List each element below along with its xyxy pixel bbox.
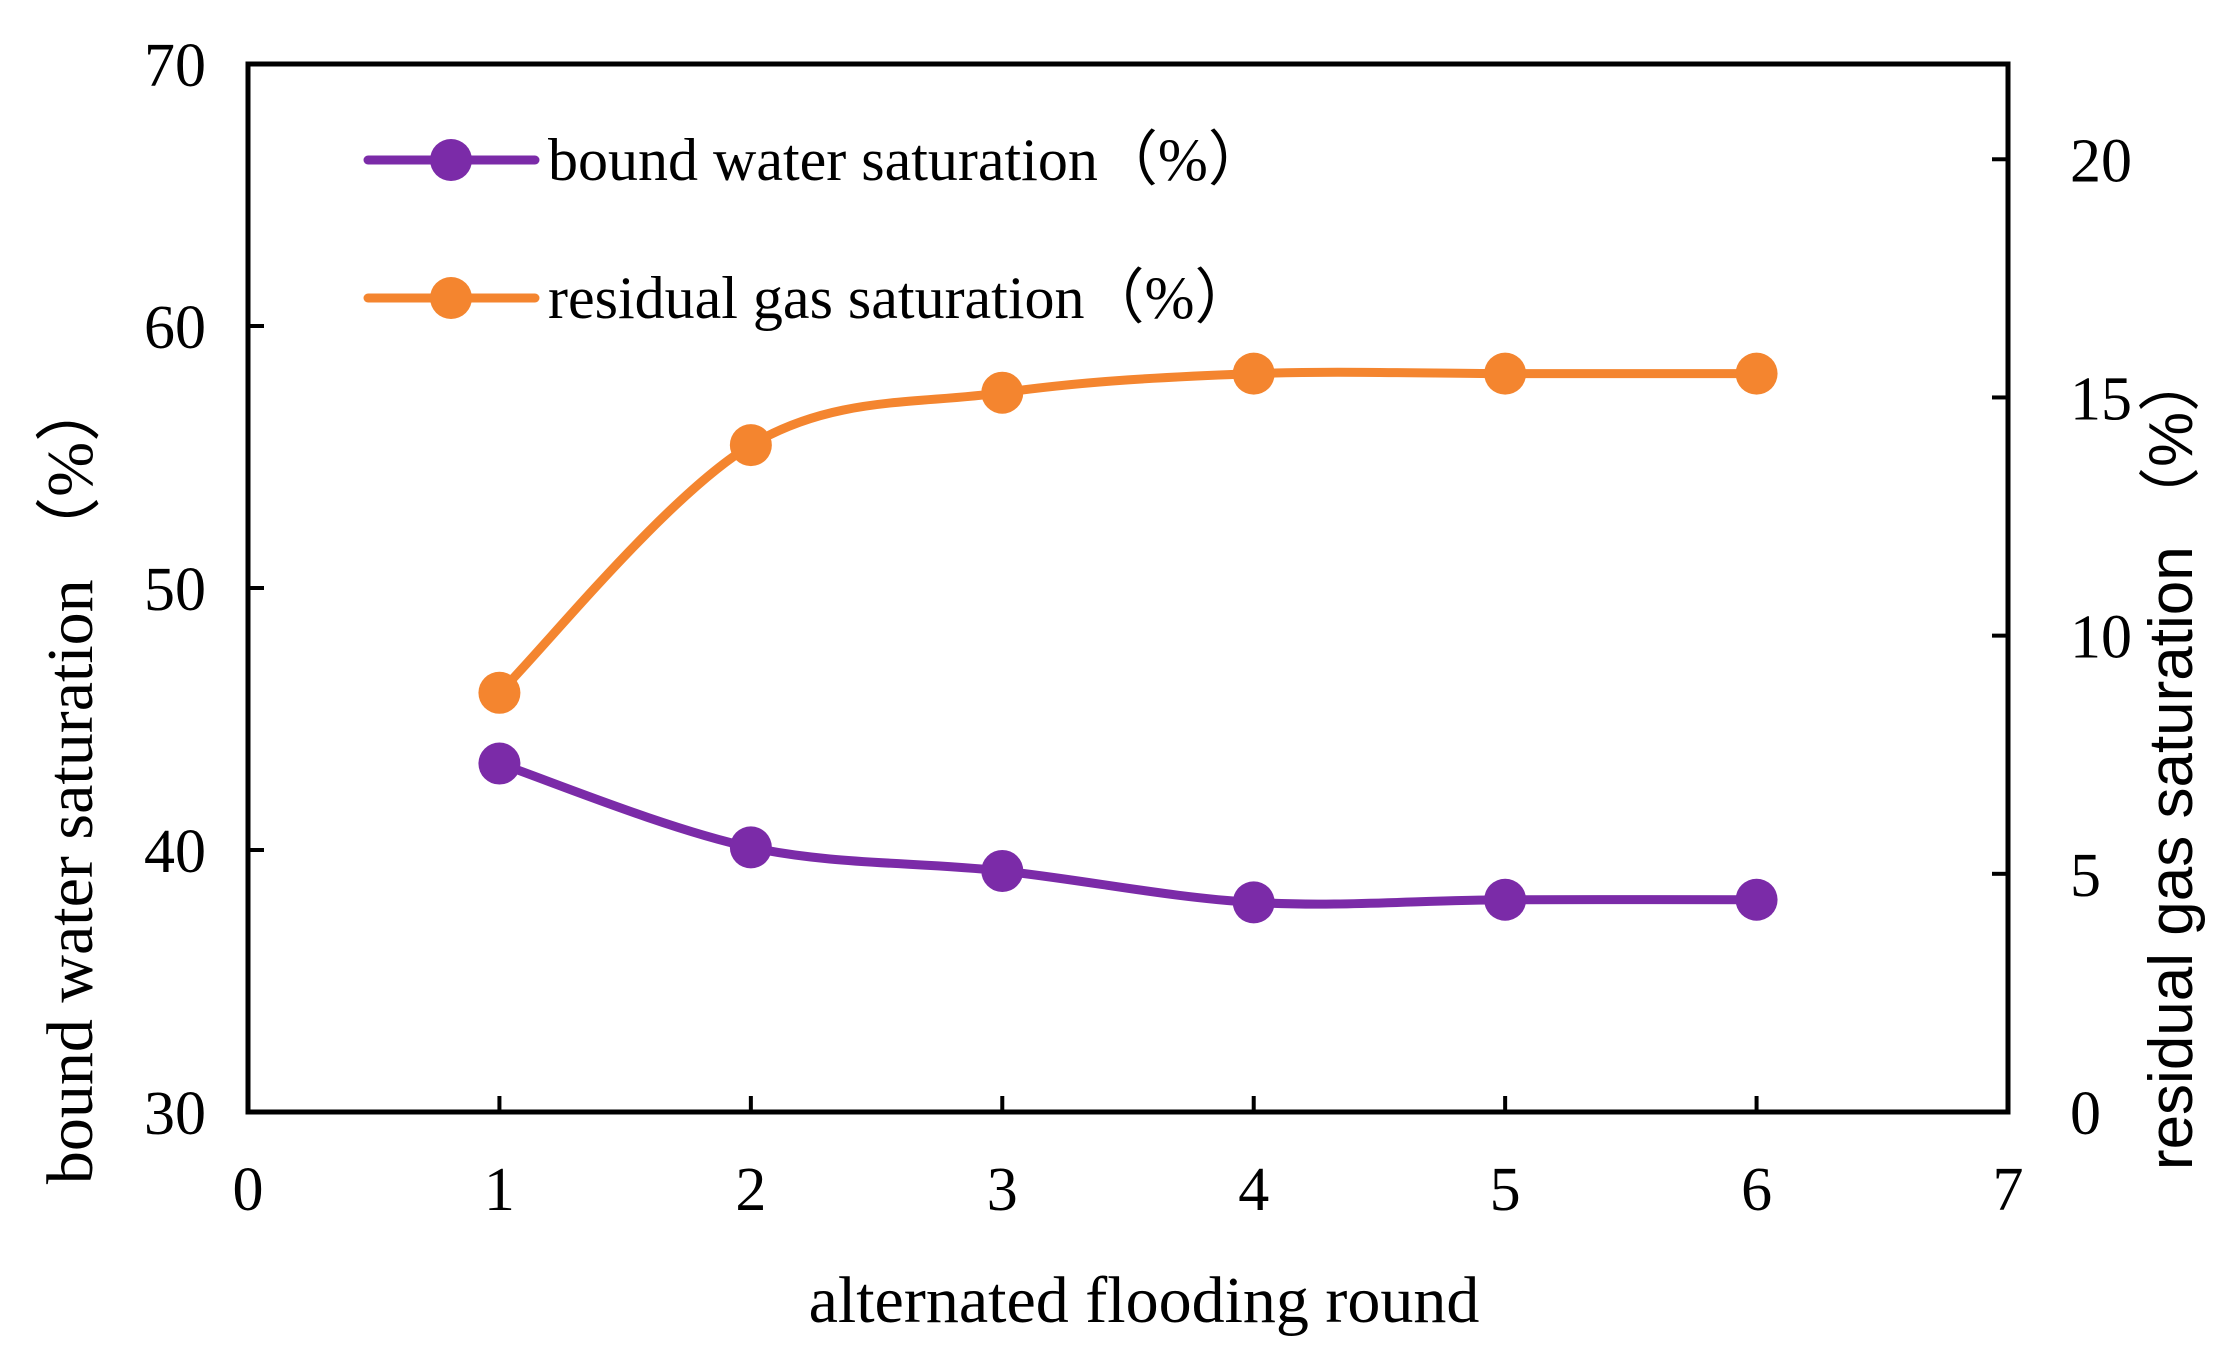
- right-y-tick-label: 10: [2070, 604, 2132, 672]
- residual-gas-data-point: [1484, 352, 1527, 395]
- residual-gas-data-point: [478, 671, 521, 714]
- bound-water-data-point: [729, 826, 772, 869]
- right-y-axis-title: residual gas saturation （%）: [2137, 350, 2206, 1170]
- right-y-tick-label: 5: [2070, 842, 2101, 910]
- right-y-tick-label: 15: [2070, 365, 2132, 433]
- left-y-axis-ticks: 30 40 50 60 70: [144, 32, 264, 1148]
- right-y-tick-label: 0: [2070, 1080, 2101, 1148]
- residual-gas-data-point: [1232, 352, 1275, 395]
- x-tick-label: 1: [484, 1156, 515, 1224]
- x-tick-label: 6: [1741, 1156, 1772, 1224]
- right-y-tick-label: 20: [2070, 127, 2132, 195]
- bound-water-data-point: [1735, 878, 1778, 921]
- bound-water-legend-marker: [430, 139, 472, 181]
- left-y-axis-title: bound water saturation （%）: [34, 376, 107, 1184]
- legend: bound water saturation（%） residual gas sa…: [363, 127, 1268, 331]
- residual-gas-legend-marker: [430, 277, 472, 319]
- series-group: [478, 352, 1778, 924]
- bound-water-data-point: [981, 849, 1024, 892]
- plot-frame-group: [245, 61, 2011, 1115]
- left-y-tick-label: 30: [144, 1080, 206, 1148]
- bound-water-data-point: [1484, 878, 1527, 921]
- x-tick-label: 7: [1993, 1156, 2024, 1224]
- residual-gas-legend-label: residual gas saturation（%）: [548, 265, 1255, 331]
- left-y-tick-label: 40: [144, 818, 206, 886]
- x-tick-label: 4: [1238, 1156, 1269, 1224]
- residual-gas-data-point: [981, 371, 1024, 414]
- bound-water-data-point: [1232, 881, 1275, 924]
- x-tick-label: 3: [987, 1156, 1018, 1224]
- left-y-tick-label: 60: [144, 294, 206, 362]
- residual-gas-data-point: [729, 424, 772, 467]
- residual-gas-series-line: [494, 367, 1762, 698]
- right-y-axis-ticks: 0 5 10 15 20: [1992, 127, 2132, 1148]
- bound-water-data-point: [478, 742, 521, 785]
- x-axis-ticks: 0 1 2 3 4 5 6 7: [233, 1096, 2024, 1224]
- bound-water-legend-label: bound water saturation（%）: [548, 127, 1268, 193]
- x-tick-label: 5: [1490, 1156, 1521, 1224]
- x-tick-label: 0: [233, 1156, 264, 1224]
- bound-water-series-line: [494, 759, 1762, 909]
- x-tick-label: 2: [735, 1156, 766, 1224]
- left-y-tick-label: 70: [144, 32, 206, 100]
- left-y-tick-label: 50: [144, 556, 206, 624]
- plot-area-frame: [245, 61, 2011, 1115]
- x-axis-title: alternated flooding round: [809, 1264, 1480, 1337]
- residual-gas-data-point: [1735, 352, 1778, 395]
